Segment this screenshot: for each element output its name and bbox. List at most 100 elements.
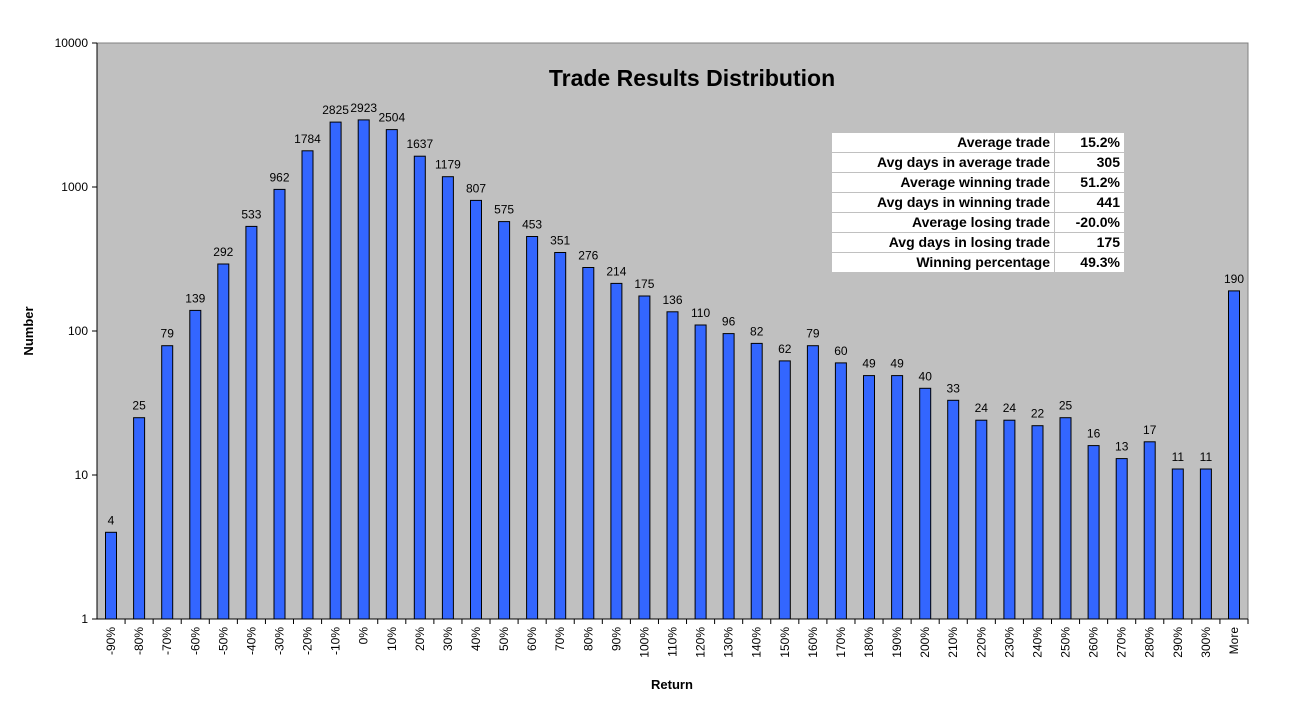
x-tick-label: 0% xyxy=(357,627,371,645)
stats-label: Average losing trade xyxy=(831,212,1055,233)
bar xyxy=(1031,425,1044,620)
data-label: 11 xyxy=(1172,450,1185,464)
stats-value: 51.2% xyxy=(1054,172,1125,193)
data-label: 533 xyxy=(241,207,261,221)
data-label: 110 xyxy=(691,306,710,320)
data-label: 17 xyxy=(1143,423,1157,437)
x-tick-label: 80% xyxy=(581,627,595,651)
data-label: 1637 xyxy=(406,137,433,151)
x-tick-label: 70% xyxy=(553,627,567,651)
x-tick-label: 280% xyxy=(1143,627,1157,658)
y-tick-label: 10 xyxy=(75,468,89,482)
x-tick-label: 30% xyxy=(441,627,455,651)
x-tick-label: 180% xyxy=(862,627,876,658)
data-label: 40 xyxy=(919,369,933,383)
bar xyxy=(189,309,202,620)
x-tick-label: -50% xyxy=(216,627,230,655)
x-tick-label: -10% xyxy=(329,627,343,655)
stats-value: 15.2% xyxy=(1054,132,1125,153)
data-label: 807 xyxy=(466,181,486,195)
bar xyxy=(1003,419,1016,620)
bar xyxy=(778,360,791,620)
x-tick-label: 220% xyxy=(974,627,988,658)
data-label: 351 xyxy=(550,234,570,248)
stats-label: Average winning trade xyxy=(831,172,1055,193)
x-tick-label: 300% xyxy=(1199,627,1213,658)
stats-value: 441 xyxy=(1054,192,1125,213)
bar xyxy=(526,236,539,620)
bar xyxy=(470,199,482,620)
data-label: 62 xyxy=(778,342,792,356)
data-label: 79 xyxy=(806,327,820,341)
data-label: 60 xyxy=(834,344,848,358)
stats-row: Average losing trade -20.0% xyxy=(831,212,1125,233)
x-tick-label: 230% xyxy=(1002,627,1016,658)
x-tick-label: -90% xyxy=(104,627,118,655)
y-tick-label: 1 xyxy=(81,612,88,626)
bar xyxy=(1087,445,1100,620)
data-label: 962 xyxy=(269,170,289,184)
data-label: 2923 xyxy=(350,101,377,115)
stats-label: Avg days in average trade xyxy=(831,152,1055,173)
stats-label: Winning percentage xyxy=(831,252,1055,273)
data-label: 79 xyxy=(161,327,175,341)
x-axis-title: Return xyxy=(651,677,693,692)
bar xyxy=(273,188,286,620)
data-label: 1784 xyxy=(294,132,321,146)
x-tick-label: -30% xyxy=(273,627,287,655)
stats-label: Average trade xyxy=(831,132,1055,153)
bar xyxy=(1228,290,1240,620)
data-label: 24 xyxy=(975,401,989,415)
bar xyxy=(245,225,258,620)
bar xyxy=(105,531,117,620)
data-label: 190 xyxy=(1224,272,1244,286)
x-tick-label: 270% xyxy=(1115,627,1129,658)
x-tick-label: 40% xyxy=(469,627,483,651)
y-axis: 1 10 100 1000 10000 xyxy=(55,36,98,626)
data-label: 214 xyxy=(606,264,626,278)
stats-row: Avg days in winning trade 441 xyxy=(831,192,1125,213)
bar xyxy=(582,267,595,620)
bar xyxy=(1143,441,1156,620)
data-label: 2504 xyxy=(378,111,405,125)
bar xyxy=(554,252,567,620)
data-label: 16 xyxy=(1087,427,1101,441)
bar xyxy=(357,119,370,620)
x-tick-label: 50% xyxy=(497,627,511,651)
bar xyxy=(919,387,932,620)
data-label: 175 xyxy=(634,277,654,291)
x-tick-label: More xyxy=(1227,627,1241,655)
x-tick-label: 110% xyxy=(666,627,680,657)
data-label: 49 xyxy=(890,357,904,371)
stats-row: Average trade 15.2% xyxy=(831,132,1125,153)
bar xyxy=(441,176,454,620)
x-tick-label: 190% xyxy=(890,627,904,658)
bar xyxy=(750,342,763,620)
bar xyxy=(1171,468,1184,620)
x-tick-label: 20% xyxy=(413,627,427,651)
bar xyxy=(975,419,988,620)
x-tick-label: 200% xyxy=(918,627,932,658)
bar xyxy=(638,295,651,620)
bar xyxy=(161,345,174,620)
bar xyxy=(217,263,230,620)
x-tick-label: -60% xyxy=(188,627,202,655)
bar xyxy=(806,345,819,620)
stats-row: Avg days in losing trade 175 xyxy=(831,232,1125,253)
bar xyxy=(1199,468,1212,620)
x-tick-label: -20% xyxy=(301,627,315,655)
data-label: 82 xyxy=(750,324,764,338)
stats-row: Avg days in average trade 305 xyxy=(831,152,1125,173)
data-label: 575 xyxy=(494,203,514,217)
x-tick-label: 100% xyxy=(637,627,651,658)
data-label: 49 xyxy=(862,357,876,371)
bar xyxy=(834,362,847,620)
stats-value: 49.3% xyxy=(1054,252,1125,273)
x-tick-label: 290% xyxy=(1171,627,1185,658)
data-label: 24 xyxy=(1003,401,1017,415)
x-tick-label: 160% xyxy=(806,627,820,658)
bar xyxy=(413,155,426,620)
x-tick-label: 170% xyxy=(834,627,848,658)
data-label: 25 xyxy=(132,399,146,413)
